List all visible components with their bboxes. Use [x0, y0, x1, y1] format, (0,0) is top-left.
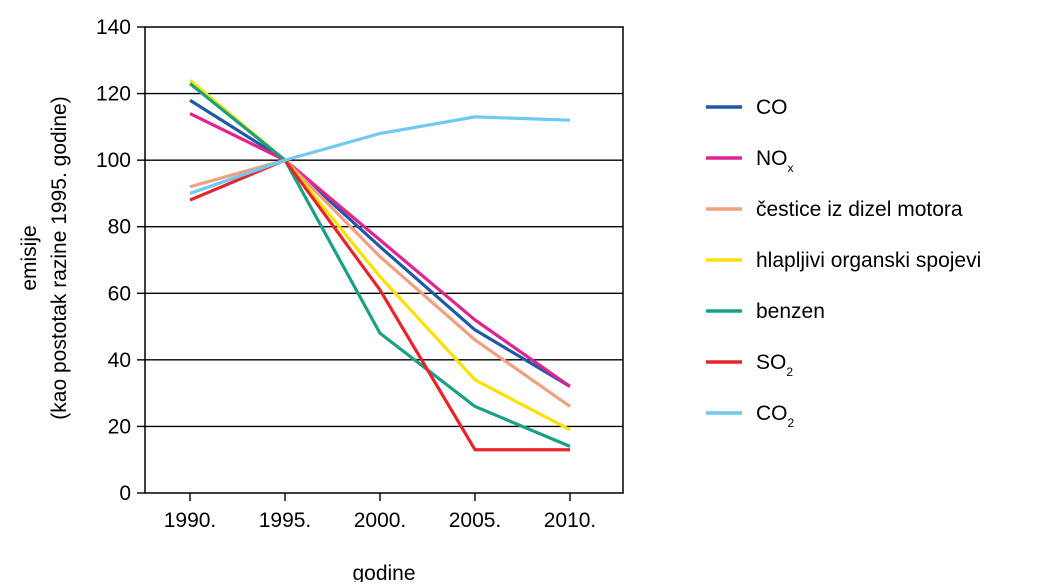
- series-line: [189, 112, 571, 388]
- grid: [145, 92, 623, 428]
- series-lines: [188, 79, 571, 452]
- y-axis-label-line2: (kao postotak razine 1995. godine): [48, 96, 71, 419]
- y-tick-label: 120: [96, 83, 131, 106]
- x-tick-label: 2010.: [544, 509, 597, 532]
- x-axis: 1990. 1995. 2000. 2005. 2010.: [164, 493, 597, 532]
- series-line: [189, 98, 571, 388]
- legend-item: benzen: [706, 300, 825, 323]
- y-axis-label-line1: emisije: [18, 225, 41, 290]
- legend-label: CO: [756, 96, 788, 119]
- legend-item: hlapljivi organski spojevi: [706, 249, 981, 272]
- legend: CO NOx čestice iz dizel motora hlapljivi or…: [706, 96, 981, 430]
- plot-frame: [144, 26, 624, 494]
- legend-label-text: čestice iz dizel motora: [756, 198, 963, 221]
- series-line: [189, 158, 570, 452]
- series-line: [189, 158, 571, 408]
- legend-item: CO2: [706, 402, 795, 430]
- series-line: [189, 115, 571, 195]
- y-tick-label: 40: [108, 349, 131, 372]
- legend-item: CO: [706, 96, 788, 119]
- y-tick-label: 100: [96, 149, 131, 172]
- legend-label-text: NO: [756, 147, 788, 170]
- y-tick-label: 20: [108, 415, 131, 438]
- legend-label: benzen: [756, 300, 825, 323]
- legend-label-text: hlapljivi organski spojevi: [756, 249, 981, 272]
- x-tick-label: 1995.: [259, 509, 312, 532]
- x-tick-label: 2005.: [449, 509, 502, 532]
- legend-label: NOx: [756, 147, 794, 175]
- legend-label: SO2: [756, 351, 793, 379]
- y-tick-label: 80: [108, 216, 131, 239]
- legend-label-text: benzen: [756, 300, 825, 323]
- series-line: [188, 82, 571, 448]
- legend-label-subscript: 2: [788, 416, 795, 430]
- y-axis-label: emisije (kao postotak razine 1995. godin…: [18, 96, 71, 419]
- y-tick-label: 0: [119, 482, 131, 505]
- y-axis: 0 20 40 60 80 100 120 140: [96, 16, 145, 505]
- legend-label-text: CO: [756, 402, 788, 425]
- x-tick-label: 2000.: [354, 509, 407, 532]
- legend-label-subscript: 2: [786, 365, 793, 379]
- legend-label: hlapljivi organski spojevi: [756, 249, 981, 272]
- legend-label-text: SO: [756, 351, 786, 374]
- y-tick-label: 60: [108, 282, 131, 305]
- legend-item: NOx: [706, 147, 794, 175]
- legend-item: čestice iz dizel motora: [706, 198, 963, 221]
- legend-item: SO2: [706, 351, 793, 379]
- x-axis-label: godine: [352, 562, 415, 582]
- legend-label-subscript: x: [788, 161, 794, 175]
- legend-label: čestice iz dizel motora: [756, 198, 963, 221]
- legend-label-text: CO: [756, 96, 788, 119]
- y-tick-label: 140: [96, 16, 131, 39]
- legend-label: CO2: [756, 402, 795, 430]
- x-tick-label: 1990.: [164, 509, 217, 532]
